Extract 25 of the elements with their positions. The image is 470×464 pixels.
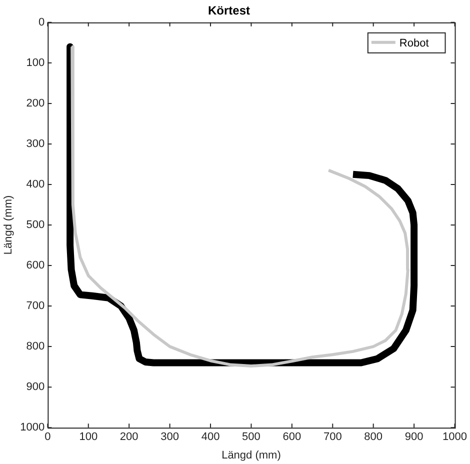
x-tick-label: 700	[323, 431, 342, 444]
x-tick-label: 900	[404, 431, 424, 444]
x-tick-label: 300	[160, 431, 179, 444]
y-tick-label: 900	[26, 381, 45, 394]
y-axis-title: Längd (mm)	[2, 195, 15, 255]
chart-title: Körtest	[208, 4, 250, 18]
x-tick-label: 600	[282, 431, 302, 444]
y-tick-label: 300	[26, 138, 45, 150]
y-tick-label: 700	[26, 300, 45, 312]
legend-label: Robot	[399, 37, 429, 50]
x-tick-label: 100	[79, 431, 98, 444]
y-tick-label: 0	[38, 16, 45, 28]
x-axis-title: Längd (mm)	[222, 449, 281, 462]
x-tick-label: 800	[364, 431, 383, 444]
y-tick-label: 800	[26, 340, 45, 353]
x-tick-label: 500	[242, 431, 260, 444]
x-tick-label: 200	[120, 431, 138, 444]
y-tick-label: 500	[26, 219, 45, 232]
y-tick-label: 200	[26, 97, 45, 110]
x-tick-label: 400	[201, 431, 220, 444]
y-tick-label: 400	[26, 178, 45, 191]
y-tick-label: 100	[26, 56, 45, 69]
y-tick-label: 1000	[20, 422, 45, 434]
x-tick-label: 1000	[442, 431, 468, 444]
y-tick-label: 600	[26, 260, 45, 272]
